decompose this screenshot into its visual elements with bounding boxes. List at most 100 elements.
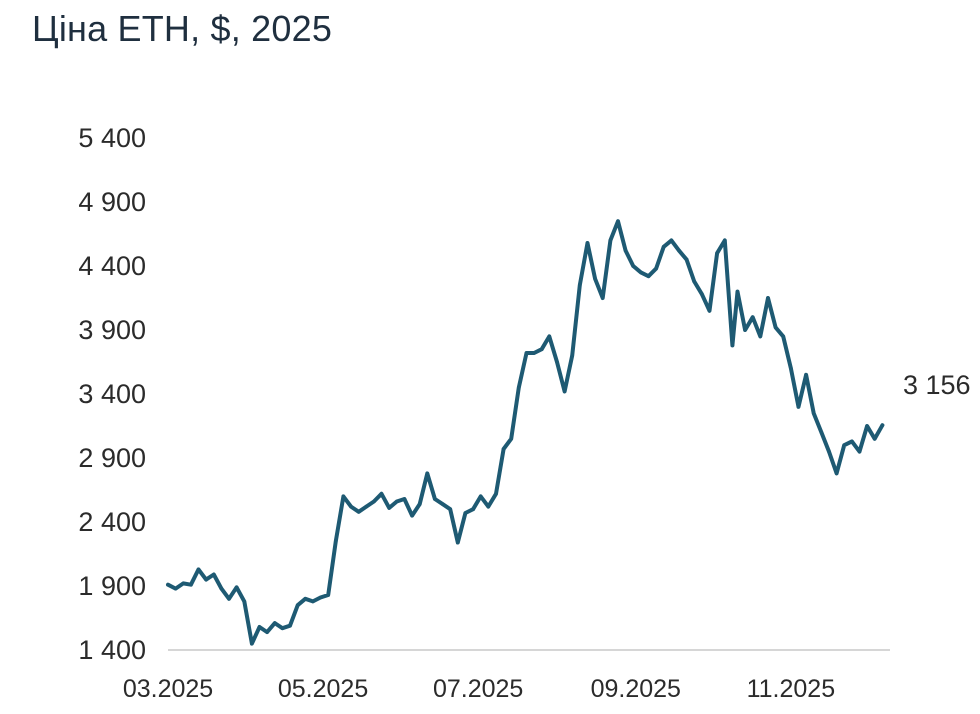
data-point: [166, 582, 170, 587]
data-point: [295, 603, 300, 607]
data-point: [639, 270, 643, 275]
data-point: [219, 586, 224, 591]
data-point: [684, 257, 689, 262]
data-point: [811, 411, 816, 416]
data-point: [804, 373, 808, 377]
data-point: [834, 471, 839, 476]
data-point: [593, 277, 597, 281]
data-point: [623, 248, 628, 253]
y-tick-label: 2 400: [78, 507, 146, 537]
y-tick-label: 2 900: [78, 443, 146, 473]
data-point: [364, 504, 369, 509]
data-point: [585, 241, 590, 245]
data-point: [417, 502, 422, 506]
data-point: [463, 511, 468, 515]
x-axis-ticks: 03.2025 05.2025 07.2025 09.2025 11.2025: [123, 675, 835, 703]
data-point: [227, 597, 231, 601]
data-point: [758, 334, 763, 339]
y-tick-label: 3 400: [78, 379, 146, 409]
y-tick-label: 5 400: [78, 123, 146, 153]
data-point: [547, 334, 552, 339]
data-point: [661, 245, 666, 249]
y-tick-label: 1 900: [78, 571, 146, 601]
data-point: [850, 439, 854, 444]
data-point: [303, 597, 308, 601]
data-point: [715, 251, 719, 255]
x-tick-label: 11.2025: [747, 675, 836, 703]
data-point: [842, 443, 846, 448]
series-line: [166, 219, 885, 646]
data-point: [280, 626, 285, 630]
data-point: [273, 621, 277, 625]
data-point: [250, 641, 254, 646]
data-point: [433, 497, 437, 501]
last-value-label: 3 156: [903, 370, 971, 400]
data-point: [669, 238, 674, 243]
x-tick-label: 03.2025: [123, 675, 213, 703]
data-point: [532, 351, 536, 355]
data-point: [827, 449, 831, 454]
y-tick-label: 3 900: [78, 315, 146, 345]
chart-title: Ціна ETH, $, 2025: [32, 8, 333, 49]
data-point: [872, 437, 877, 441]
data-point: [677, 248, 681, 253]
data-point: [341, 494, 346, 499]
data-point: [486, 504, 491, 509]
y-tick-label: 4 900: [78, 187, 146, 217]
data-point: [326, 593, 331, 597]
data-point: [425, 471, 430, 476]
y-axis-ticks: 5 400 4 900 4 400 3 900 3 400 2 900 2 400 1 900…: [78, 123, 146, 665]
data-point: [730, 343, 735, 348]
data-point: [501, 447, 506, 451]
data-point: [196, 567, 201, 572]
data-point: [646, 274, 651, 279]
data-point: [723, 238, 727, 243]
data-point: [773, 325, 778, 330]
data-point: [372, 499, 376, 504]
data-point: [379, 492, 384, 496]
y-tick-label: 4 400: [78, 251, 146, 281]
data-point: [509, 437, 513, 441]
data-point: [456, 540, 460, 545]
data-point: [517, 385, 521, 390]
data-point: [524, 351, 529, 355]
data-point: [494, 492, 498, 496]
data-point: [562, 389, 567, 394]
data-point: [257, 625, 262, 629]
data-point: [789, 366, 793, 371]
data-point: [578, 283, 582, 288]
x-tick-label: 07.2025: [433, 675, 523, 703]
data-point: [402, 497, 407, 501]
data-point: [387, 506, 392, 510]
data-point: [189, 582, 193, 587]
data-point: [356, 510, 361, 514]
data-point: [242, 599, 247, 604]
data-point: [865, 424, 869, 428]
data-point: [539, 347, 544, 352]
data-point: [819, 430, 824, 435]
data-point: [880, 423, 885, 428]
data-point: [735, 289, 740, 294]
data-point: [212, 572, 216, 577]
x-tick-label: 09.2025: [591, 675, 681, 703]
series-layer: [166, 219, 885, 646]
data-point: [743, 328, 747, 332]
data-point: [478, 494, 483, 499]
data-point: [692, 279, 696, 284]
data-point: [570, 353, 574, 358]
data-point: [750, 315, 755, 320]
y-tick-label: 1 400: [78, 635, 146, 665]
data-point: [181, 581, 186, 586]
data-point: [700, 292, 704, 297]
data-point: [654, 266, 658, 271]
data-point: [857, 449, 862, 454]
data-point: [234, 585, 239, 590]
data-point: [204, 577, 208, 582]
data-point: [616, 219, 620, 223]
data-point: [781, 334, 785, 339]
data-point: [796, 405, 801, 409]
data-point: [318, 595, 323, 600]
data-point: [334, 539, 338, 543]
data-point: [173, 586, 178, 591]
